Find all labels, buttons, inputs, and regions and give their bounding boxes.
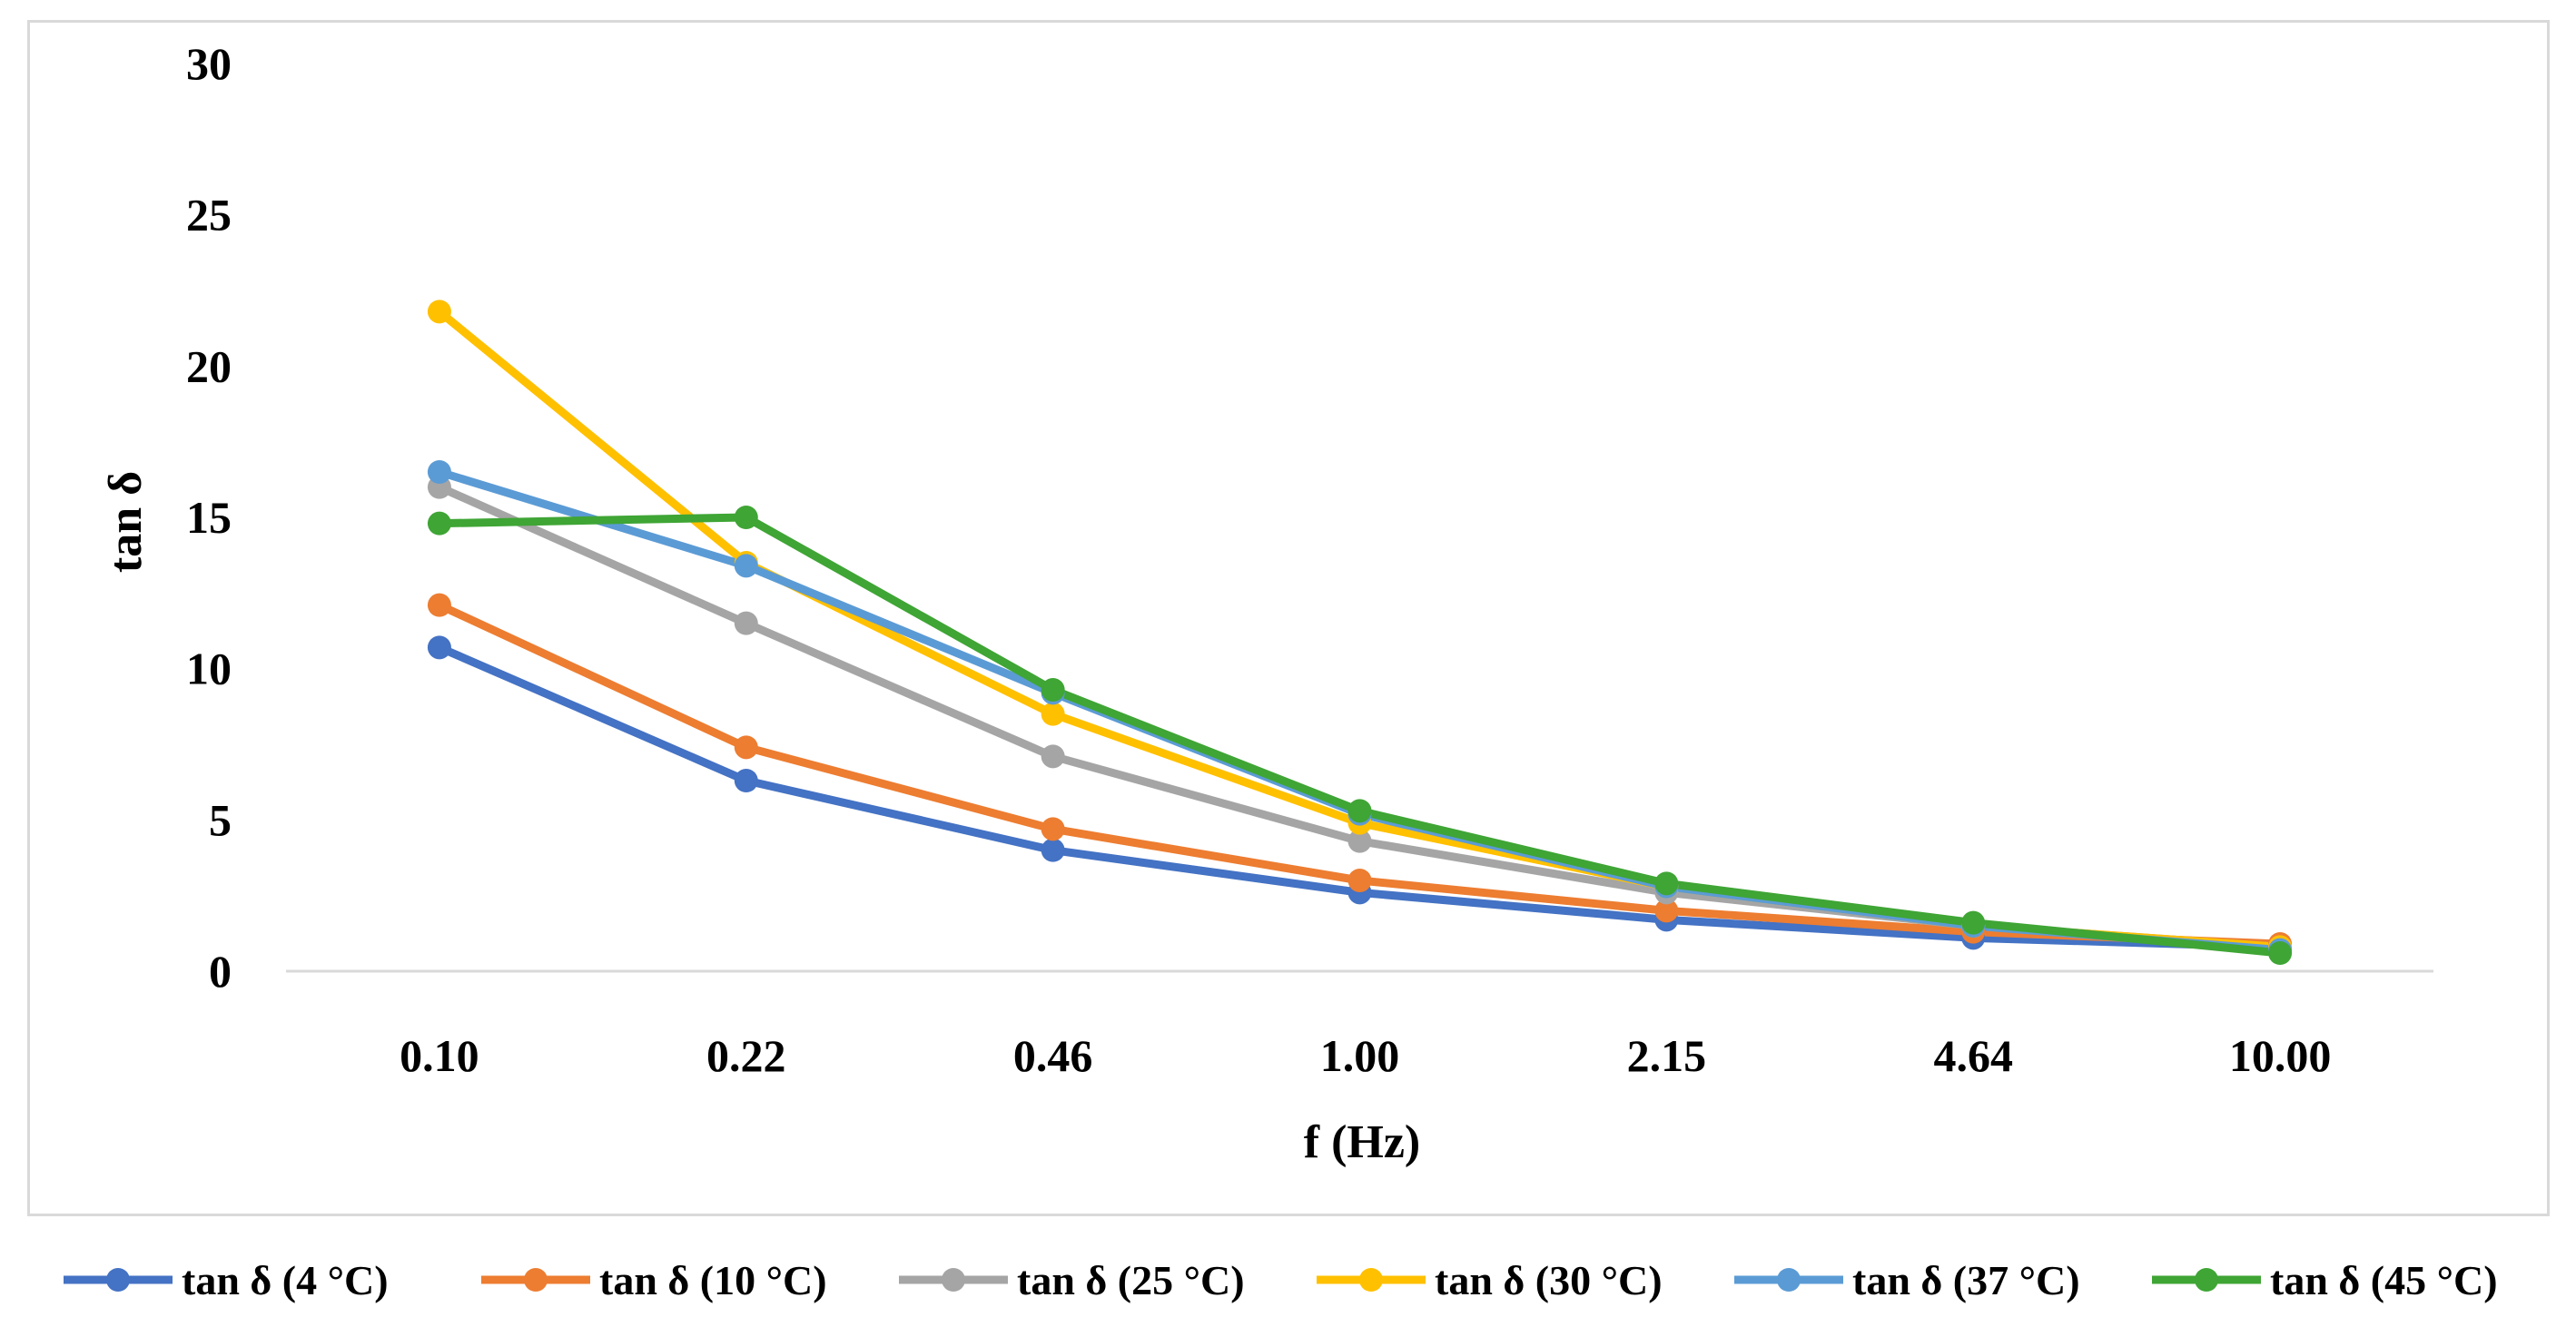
data-point — [2268, 941, 2293, 965]
series-lines — [435, 307, 2285, 958]
legend-swatch-marker — [1777, 1268, 1801, 1292]
data-point — [734, 554, 758, 578]
legend-swatch-marker — [106, 1268, 130, 1292]
data-point — [427, 635, 451, 660]
y-tick-label: 0 — [209, 946, 232, 997]
data-point — [1347, 799, 1372, 823]
data-point — [1654, 871, 1679, 896]
data-point — [427, 511, 451, 536]
data-point — [734, 735, 758, 760]
data-point — [1041, 838, 1065, 862]
data-point — [1041, 744, 1065, 769]
data-point — [427, 460, 451, 484]
data-point — [427, 300, 451, 324]
y-tick-label: 20 — [186, 340, 232, 391]
data-point — [1347, 829, 1372, 853]
x-tick-label: 10.00 — [2229, 1030, 2332, 1081]
data-point — [1041, 678, 1065, 702]
legend-label: tan δ (10 °C) — [599, 1257, 827, 1303]
legend-label: tan δ (4 °C) — [182, 1257, 389, 1303]
legend-swatch-marker — [2195, 1268, 2218, 1292]
x-axis-title: f (Hz) — [1304, 1116, 1420, 1168]
data-point — [1041, 702, 1065, 726]
data-point — [1961, 910, 1986, 935]
legend-swatch-marker — [942, 1268, 965, 1292]
legend-label: tan δ (25 °C) — [1017, 1257, 1245, 1303]
legend-swatch-marker — [524, 1268, 548, 1292]
data-point — [427, 593, 451, 617]
data-point — [734, 769, 758, 792]
x-tick-label: 0.10 — [400, 1030, 479, 1081]
series-points — [427, 300, 2293, 965]
y-tick-label: 15 — [186, 492, 232, 543]
x-tick-label: 2.15 — [1627, 1030, 1707, 1081]
x-tick-label: 0.46 — [1013, 1030, 1093, 1081]
y-axis-title: tan δ — [100, 471, 152, 573]
legend: tan δ (4 °C) tan δ (10 °C) tan δ (25 °C) ta… — [64, 1257, 2498, 1303]
axes: 0 5 10 15 20 25 30 0.10 0.22 0.46 1.00 2.15 4.64 10.0… — [186, 38, 2433, 1081]
y-tick-label: 10 — [186, 644, 232, 694]
data-point — [734, 611, 758, 635]
chart-frame — [27, 20, 2550, 1216]
x-tick-label: 0.22 — [706, 1030, 786, 1081]
data-point — [1654, 899, 1679, 923]
legend-label: tan δ (37 °C) — [1852, 1257, 2080, 1303]
legend-label: tan δ (30 °C) — [1435, 1257, 1663, 1303]
y-tick-label: 5 — [209, 794, 232, 845]
y-tick-label: 25 — [186, 190, 232, 241]
legend-label: tan δ (45 °C) — [2270, 1257, 2498, 1303]
y-tick-label: 30 — [186, 38, 232, 89]
x-tick-label: 4.64 — [1933, 1030, 2013, 1081]
x-tick-label: 1.00 — [1320, 1030, 1400, 1081]
data-point — [734, 506, 758, 529]
data-point — [1347, 869, 1372, 892]
data-point — [1041, 817, 1065, 841]
legend-swatch-marker — [1359, 1268, 1383, 1292]
